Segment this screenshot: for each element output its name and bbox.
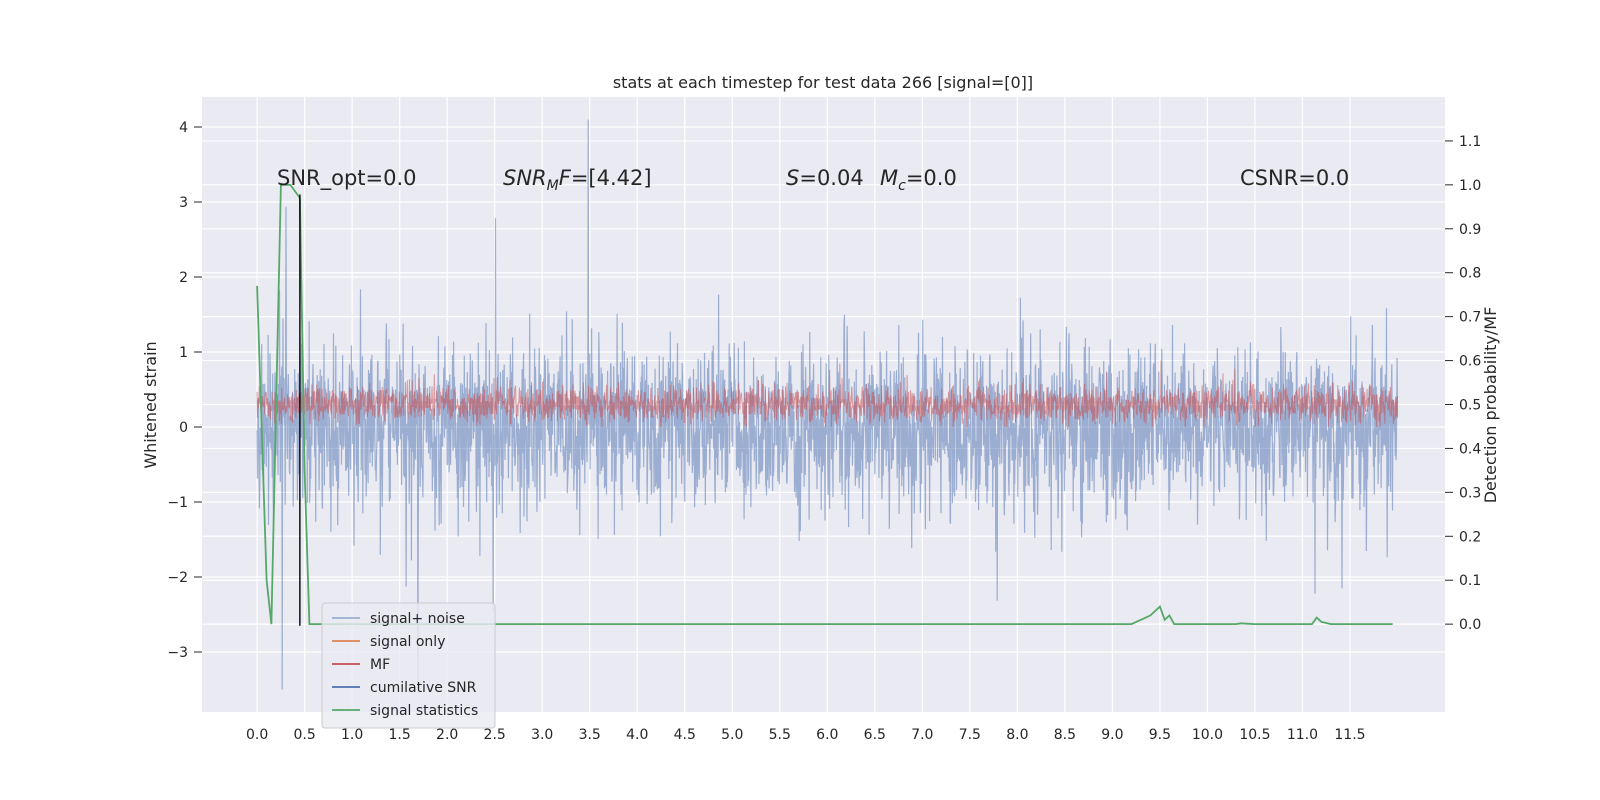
legend-entry: signal only <box>370 634 445 650</box>
x-tick-label: 1.0 <box>341 727 363 743</box>
annotation-csnr: CSNR=0.0 <box>1240 166 1349 190</box>
legend-entry: signal statistics <box>370 703 478 719</box>
x-tick-label: 11.5 <box>1334 727 1365 743</box>
y-right-tick-label: 0.7 <box>1459 310 1481 326</box>
y-right-tick-label: 0.1 <box>1459 573 1481 589</box>
x-tick-label: 9.0 <box>1101 727 1123 743</box>
y-left-tick-label: −3 <box>167 645 188 661</box>
x-tick-label: 6.0 <box>816 727 838 743</box>
series-mf <box>256 360 1398 428</box>
y-right-tick-label: 0.2 <box>1459 529 1481 545</box>
annotation-s: S=0.04 <box>786 166 864 190</box>
x-tick-label: 3.5 <box>579 727 601 743</box>
y-axis-right-label: Detection probability/MF <box>1481 307 1500 504</box>
legend-box <box>321 602 496 729</box>
annotation-snr-opt: SNR_opt=0.0 <box>277 166 417 191</box>
x-tick-label: 8.0 <box>1006 727 1028 743</box>
x-tick-label: 9.5 <box>1149 727 1171 743</box>
y-left-tick-label: 1 <box>179 345 188 361</box>
x-tick-label: 7.5 <box>959 727 981 743</box>
x-tick-label: 7.0 <box>911 727 933 743</box>
x-tick-label: 4.5 <box>674 727 696 743</box>
x-tick-label: 3.0 <box>531 727 553 743</box>
y-right-tick-label: 0.3 <box>1459 485 1481 501</box>
x-tick-label: 10.0 <box>1192 727 1223 743</box>
ticks: 0.0 0.5 1.0 1.5 2.0 2.5 3.0 3.5 4.0 4.5 5.0 5.5 6.0 6… <box>167 120 1481 743</box>
y-right-tick-label: 0.0 <box>1459 617 1481 633</box>
y-right-tick-label: 0.5 <box>1459 398 1481 414</box>
x-tick-label: 0.0 <box>246 727 268 743</box>
y-left-tick-label: 3 <box>179 195 188 211</box>
y-right-tick-label: 0.9 <box>1459 222 1481 238</box>
annotation-snr-mf: SNRMF=[4.42] <box>503 166 652 194</box>
legend-entry: MF <box>370 657 390 673</box>
y-right-tick-label: 0.4 <box>1459 441 1481 457</box>
y-left-tick-label: −2 <box>167 570 188 586</box>
y-left-tick-label: −1 <box>167 495 188 511</box>
x-tick-label: 2.5 <box>484 727 506 743</box>
series-signal-statistics <box>256 184 1393 625</box>
x-tick-label: 0.5 <box>294 727 316 743</box>
y-right-tick-label: 0.8 <box>1459 266 1481 282</box>
chart-title: stats at each timestep for test data 266… <box>613 73 1033 92</box>
series-signal-noise <box>256 119 1399 690</box>
y-left-tick-label: 0 <box>179 420 188 436</box>
y-right-tick-label: 0.6 <box>1459 354 1481 370</box>
x-tick-label: 6.5 <box>864 727 886 743</box>
legend-entry: cumilative SNR <box>370 680 477 696</box>
legend-entry: signal+ noise <box>370 611 465 627</box>
series-layer <box>256 119 1399 690</box>
x-tick-label: 5.0 <box>721 727 743 743</box>
y-left-tick-label: 2 <box>179 270 188 286</box>
x-tick-label: 10.5 <box>1239 727 1270 743</box>
annotation-mc: Mc=0.0 <box>880 166 957 194</box>
x-tick-label: 1.5 <box>389 727 411 743</box>
x-tick-label: 11.0 <box>1287 727 1318 743</box>
y-right-tick-label: 1.0 <box>1459 178 1481 194</box>
x-tick-label: 5.5 <box>769 727 791 743</box>
y-left-tick-label: 4 <box>179 120 188 136</box>
y-right-tick-label: 1.1 <box>1459 134 1481 150</box>
y-axis-left-label: Whitened strain <box>141 341 160 468</box>
x-tick-label: 8.5 <box>1054 727 1076 743</box>
legend: signal+ noise signal only MF cumilative SNR… <box>321 602 496 729</box>
x-tick-label: 2.0 <box>436 727 458 743</box>
x-tick-label: 4.0 <box>626 727 648 743</box>
